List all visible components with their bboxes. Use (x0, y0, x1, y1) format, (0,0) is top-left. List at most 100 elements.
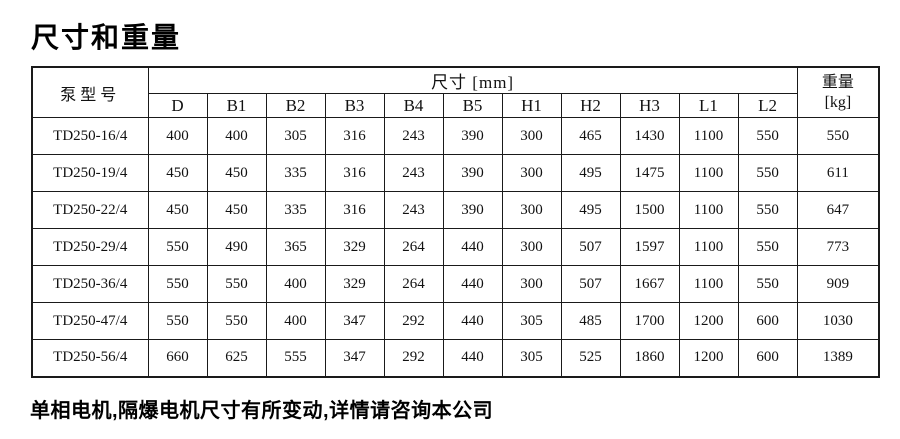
value-cell: 1100 (678, 228, 739, 266)
column-header-H2: H2 (560, 93, 621, 118)
weight-header-unit: [kg] (824, 93, 852, 111)
value-cell: 347 (324, 339, 385, 377)
value-cell: 264 (383, 228, 444, 266)
table-row: TD250-22/4 450 450 335 316 243 390 300 4… (31, 191, 880, 229)
value-cell: 550 (147, 228, 208, 266)
table-row: TD250-16/4 400 400 305 316 243 390 300 4… (31, 117, 880, 155)
value-cell: 555 (265, 339, 326, 377)
pump-model-cell: TD250-19/4 (31, 154, 149, 192)
table-body: TD250-16/4 400 400 305 316 243 390 300 4… (31, 117, 880, 377)
column-header-B3: B3 (324, 93, 385, 118)
column-header-H1: H1 (501, 93, 562, 118)
value-cell: 400 (265, 265, 326, 303)
table-row: TD250-56/4 660 625 555 347 292 440 305 5… (31, 339, 880, 377)
value-cell: 550 (206, 265, 267, 303)
pump-model-cell: TD250-47/4 (31, 302, 149, 340)
value-cell: 550 (737, 117, 798, 155)
value-cell: 390 (442, 154, 503, 192)
value-cell: 495 (560, 154, 621, 192)
value-cell: 1860 (619, 339, 680, 377)
column-header-L2: L2 (737, 93, 798, 118)
value-cell: 490 (206, 228, 267, 266)
column-header-L1: L1 (678, 93, 739, 118)
value-cell: 450 (147, 191, 208, 229)
value-cell: 305 (265, 117, 326, 155)
value-cell: 292 (383, 339, 444, 377)
weight-cell: 611 (796, 154, 880, 192)
value-cell: 1667 (619, 265, 680, 303)
value-cell: 550 (147, 265, 208, 303)
column-header-D: D (147, 93, 208, 118)
value-cell: 400 (206, 117, 267, 155)
value-cell: 1475 (619, 154, 680, 192)
value-cell: 525 (560, 339, 621, 377)
footnote: 单相电机,隔爆电机尺寸有所变动,详情请咨询本公司 (30, 400, 494, 422)
value-cell: 300 (501, 265, 562, 303)
value-cell: 1200 (678, 339, 739, 377)
value-cell: 316 (324, 191, 385, 229)
value-cell: 329 (324, 228, 385, 266)
value-cell: 1500 (619, 191, 680, 229)
header-row-groups: 泵型号 尺寸 [mm] 重量 [kg] (31, 66, 880, 118)
weight-cell: 1030 (796, 302, 880, 340)
value-cell: 660 (147, 339, 208, 377)
pump-model-cell: TD250-22/4 (31, 191, 149, 229)
value-cell: 1200 (678, 302, 739, 340)
value-cell: 550 (737, 265, 798, 303)
value-cell: 400 (265, 302, 326, 340)
column-header-B1: B1 (206, 93, 267, 118)
value-cell: 550 (206, 302, 267, 340)
value-cell: 440 (442, 228, 503, 266)
pump-model-cell: TD250-29/4 (31, 228, 149, 266)
value-cell: 347 (324, 302, 385, 340)
value-cell: 550 (737, 154, 798, 192)
table-header: 泵型号 尺寸 [mm] 重量 [kg] D B1 B2 B3 B4 B5 H1 … (31, 66, 880, 118)
page-title: 尺寸和重量 (31, 22, 182, 53)
value-cell: 450 (206, 154, 267, 192)
value-cell: 335 (265, 191, 326, 229)
dimensions-weight-table: 泵型号 尺寸 [mm] 重量 [kg] D B1 B2 B3 B4 B5 H1 … (31, 66, 881, 378)
value-cell: 507 (560, 265, 621, 303)
value-cell: 550 (147, 302, 208, 340)
weight-header-label: 重量 (821, 73, 854, 91)
table-row: TD250-29/4 550 490 365 329 264 440 300 5… (31, 228, 880, 266)
pump-model-cell: TD250-56/4 (31, 339, 149, 377)
table-row: TD250-47/4 550 550 400 347 292 440 305 4… (31, 302, 880, 340)
value-cell: 450 (206, 191, 267, 229)
pump-model-cell: TD250-16/4 (31, 117, 149, 155)
value-cell: 440 (442, 339, 503, 377)
value-cell: 400 (147, 117, 208, 155)
value-cell: 300 (501, 117, 562, 155)
value-cell: 495 (560, 191, 621, 229)
weight-cell: 1389 (796, 339, 880, 377)
value-cell: 600 (737, 339, 798, 377)
value-cell: 292 (383, 302, 444, 340)
value-cell: 300 (501, 191, 562, 229)
value-cell: 1430 (619, 117, 680, 155)
column-header-H3: H3 (619, 93, 680, 118)
value-cell: 329 (324, 265, 385, 303)
value-cell: 243 (383, 117, 444, 155)
value-cell: 316 (324, 154, 385, 192)
weight-cell: 909 (796, 265, 880, 303)
value-cell: 507 (560, 228, 621, 266)
column-header-weight-kg: 重量 [kg] (796, 66, 880, 118)
column-header-B5: B5 (442, 93, 503, 118)
value-cell: 1100 (678, 117, 739, 155)
value-cell: 335 (265, 154, 326, 192)
header-row-dimensions: D B1 B2 B3 B4 B5 H1 H2 H3 L1 L2 (32, 93, 879, 118)
value-cell: 243 (383, 154, 444, 192)
value-cell: 550 (737, 191, 798, 229)
value-cell: 365 (265, 228, 326, 266)
column-header-B4: B4 (383, 93, 444, 118)
value-cell: 243 (383, 191, 444, 229)
value-cell: 440 (442, 265, 503, 303)
value-cell: 450 (147, 154, 208, 192)
value-cell: 316 (324, 117, 385, 155)
column-header-B2: B2 (265, 93, 326, 118)
value-cell: 300 (501, 154, 562, 192)
value-cell: 1100 (678, 265, 739, 303)
column-header-pump-model: 泵型号 (31, 66, 149, 118)
value-cell: 390 (442, 117, 503, 155)
